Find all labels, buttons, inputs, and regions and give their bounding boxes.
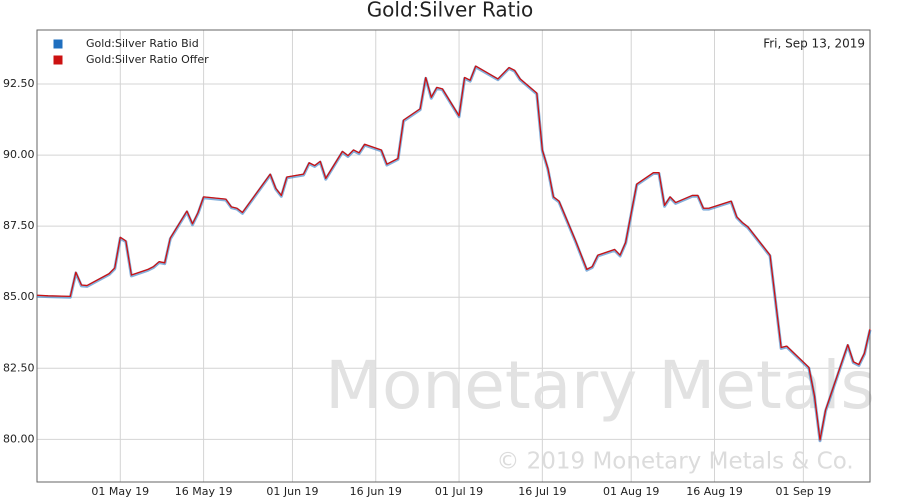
copyright: © 2019 Monetary Metals & Co.: [496, 449, 853, 475]
y-tick-label: 85.00: [3, 290, 35, 303]
y-tick-label: 90.00: [3, 148, 35, 161]
y-tick-label: 92.50: [3, 77, 35, 90]
x-tick-label: 16 May 19: [175, 485, 233, 498]
legend-swatch: [52, 38, 64, 50]
date-label: Fri, Sep 13, 2019: [763, 37, 865, 51]
plot-border: [36, 29, 871, 483]
watermark: Monetary Metals: [325, 347, 875, 424]
legend-swatch: [52, 54, 64, 66]
x-tick-label: 01 Sep 19: [775, 485, 831, 498]
x-tick-label: 16 Aug 19: [686, 485, 742, 498]
x-tick-label: 01 Jul 19: [435, 485, 483, 498]
y-tick-label: 82.50: [3, 361, 35, 374]
legend-label: Gold:Silver Ratio Offer: [86, 53, 209, 66]
x-tick-label: 01 Jun 19: [266, 485, 318, 498]
chart-title: Gold:Silver Ratio: [367, 0, 534, 22]
x-tick-label: 01 Aug 19: [603, 485, 659, 498]
legend-label: Gold:Silver Ratio Bid: [86, 37, 199, 50]
x-tick-label: 16 Jun 19: [350, 485, 402, 498]
y-tick-label: 87.50: [3, 219, 35, 232]
x-tick-label: 01 May 19: [91, 485, 149, 498]
series-line: [36, 65, 871, 441]
y-tick-label: 80.00: [3, 432, 35, 445]
x-tick-label: 16 Jul 19: [518, 485, 566, 498]
